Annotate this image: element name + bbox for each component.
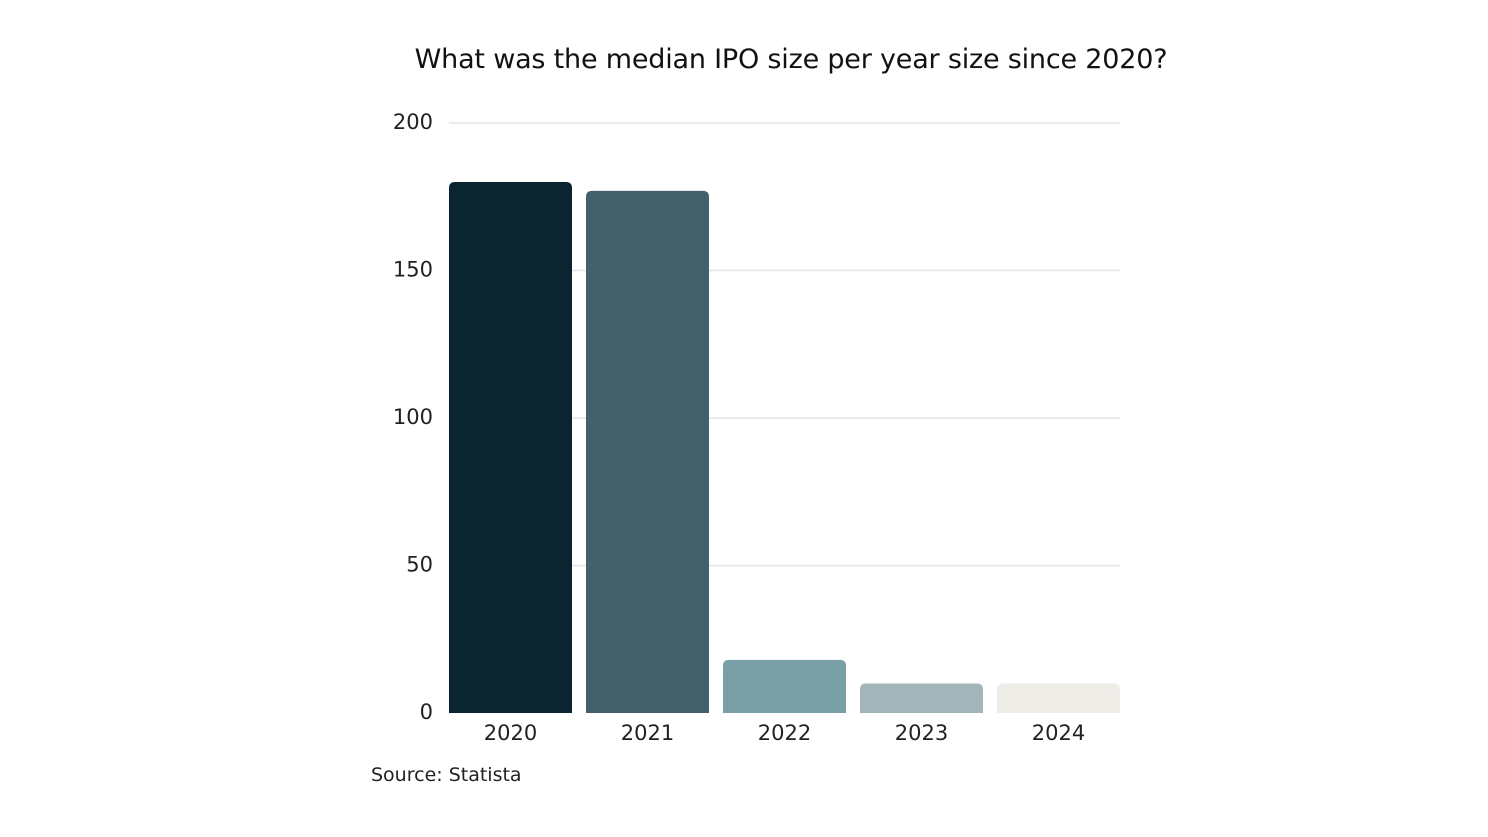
x-tick-label: 2021 bbox=[621, 721, 674, 745]
y-tick-label: 0 bbox=[420, 700, 433, 724]
y-axis-ticks: 0 50 100 150 200 bbox=[393, 110, 433, 724]
chart-title: What was the median IPO size per year si… bbox=[414, 44, 1168, 75]
y-tick-label: 50 bbox=[406, 553, 433, 577]
x-tick-label: 2022 bbox=[758, 721, 811, 745]
bars bbox=[449, 182, 1120, 714]
source-note: Source: Statista bbox=[371, 764, 522, 786]
bar-2020 bbox=[449, 182, 572, 713]
bar-2021 bbox=[586, 190, 709, 714]
y-tick-label: 150 bbox=[393, 258, 433, 282]
y-tick-label: 200 bbox=[393, 110, 433, 134]
bar-2023 bbox=[860, 683, 983, 713]
bar-2024 bbox=[997, 683, 1120, 713]
bar-2022 bbox=[723, 659, 846, 713]
x-tick-label: 2024 bbox=[1032, 721, 1085, 745]
y-tick-label: 100 bbox=[393, 405, 433, 429]
x-axis-ticks: 2020 2021 2022 2023 2024 bbox=[484, 721, 1085, 745]
x-tick-label: 2023 bbox=[895, 721, 948, 745]
x-tick-label: 2020 bbox=[484, 721, 537, 745]
